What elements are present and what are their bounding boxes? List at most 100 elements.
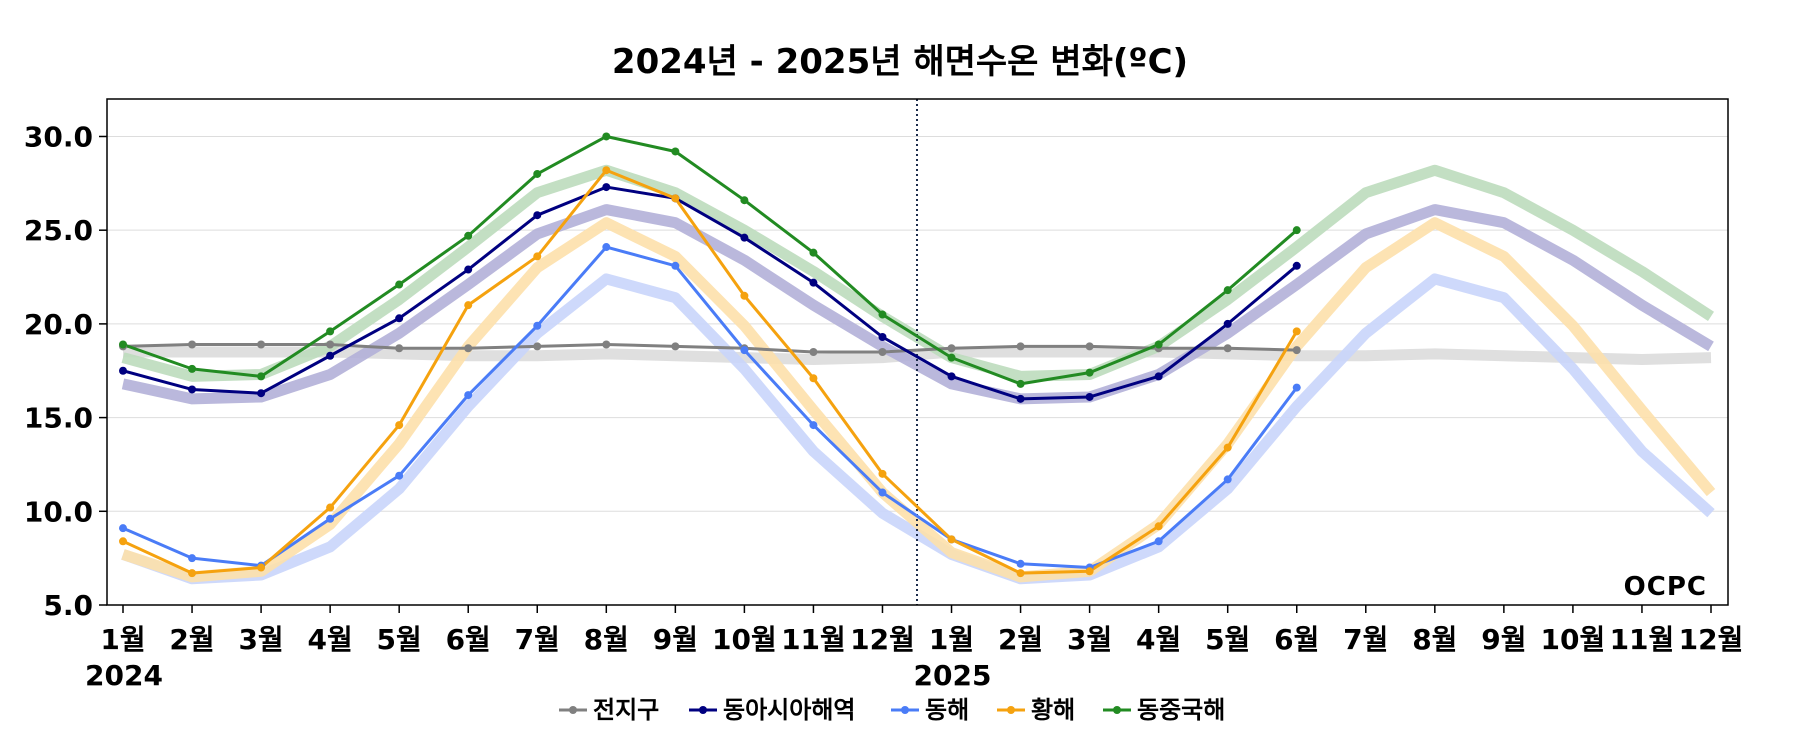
data-point <box>188 385 197 394</box>
data-point <box>947 344 956 353</box>
legend-entry: 황해 <box>1031 696 1075 724</box>
x-tick-label: 5월 <box>377 623 422 656</box>
data-point <box>326 514 335 523</box>
data-point <box>1154 537 1163 546</box>
data-point <box>395 314 404 323</box>
y-tick-label: 15.0 <box>24 402 93 435</box>
legend: 전지구 동아시아해역 동해 황해 동중국해 <box>559 696 1225 724</box>
data-point <box>1223 319 1232 328</box>
data-point <box>1154 522 1163 531</box>
x-tick-label: 2월 <box>169 623 214 656</box>
data-point <box>1292 346 1301 355</box>
legend-swatch-marker <box>699 706 707 714</box>
legend-swatch-marker <box>1007 706 1015 714</box>
data-point <box>1154 372 1163 381</box>
data-point <box>1016 394 1025 403</box>
data-point <box>1223 286 1232 295</box>
x-tick-label: 10월 <box>1541 623 1606 656</box>
ocpc-logo-text: OCPC <box>1624 572 1707 602</box>
data-point <box>809 278 818 287</box>
data-point <box>947 535 956 544</box>
data-point <box>1223 475 1232 484</box>
x-tick-label: 12월 <box>1679 623 1744 656</box>
data-point <box>1085 567 1094 576</box>
data-point <box>1016 379 1025 388</box>
data-point <box>1292 327 1301 336</box>
x-tick-label: 2월 <box>998 623 1043 656</box>
x-tick-label: 9월 <box>653 623 698 656</box>
data-point <box>878 310 887 319</box>
data-point <box>1085 342 1094 351</box>
data-point <box>671 194 680 203</box>
data-point <box>395 421 404 430</box>
year-label: 2025 <box>914 659 992 692</box>
series-line-0 <box>122 343 1297 354</box>
data-point <box>1016 569 1025 578</box>
x-tick-label: 11월 <box>1610 623 1675 656</box>
x-tick-label: 5월 <box>1205 623 1250 656</box>
y-tick-label: 25.0 <box>24 214 93 247</box>
data-point <box>188 340 197 349</box>
data-point <box>878 333 887 342</box>
data-point <box>326 503 335 512</box>
data-point <box>1292 261 1301 270</box>
legend-swatch-marker <box>901 706 909 714</box>
data-point <box>947 372 956 381</box>
data-point <box>464 231 473 240</box>
climatology-band-3 <box>121 217 1716 583</box>
data-point <box>395 471 404 480</box>
data-point <box>1292 226 1301 235</box>
legend-swatch-marker <box>1113 706 1121 714</box>
data-point <box>119 340 127 349</box>
y-axis: 5.0 10.0 15.0 20.0 25.0 30.0 <box>24 120 107 622</box>
series-line-3 <box>122 168 1299 575</box>
x-tick-label: 4월 <box>1136 623 1181 656</box>
data-point <box>809 348 818 356</box>
data-point <box>671 342 680 351</box>
plot-border <box>106 98 1729 606</box>
data-point <box>809 421 818 430</box>
data-point <box>809 248 818 257</box>
ocpc-logo: OCPC <box>1624 572 1707 602</box>
data-point <box>740 346 749 355</box>
data-point <box>740 196 749 205</box>
data-point <box>1223 443 1232 452</box>
x-tick-label: 9월 <box>1481 623 1526 656</box>
data-point <box>1016 559 1025 568</box>
series-points <box>119 132 1301 578</box>
data-point <box>602 166 611 175</box>
x-tick-label: 3월 <box>238 623 283 656</box>
data-point <box>671 261 680 270</box>
x-tick-label: 11월 <box>781 623 846 656</box>
data-point <box>464 301 473 310</box>
legend-entry: 동중국해 <box>1137 696 1225 724</box>
data-point <box>533 211 542 220</box>
data-point <box>671 147 680 156</box>
x-tick-label: 8월 <box>1412 623 1457 656</box>
x-tick-label: 12월 <box>850 623 915 656</box>
y-tick-label: 30.0 <box>24 120 93 153</box>
data-point <box>602 243 611 252</box>
year-label: 2024 <box>85 659 163 692</box>
data-point <box>1154 340 1163 349</box>
data-point <box>533 321 542 330</box>
data-point <box>326 351 335 360</box>
data-point <box>188 364 197 373</box>
x-tick-label: 1월 <box>100 623 145 656</box>
data-point <box>740 291 749 300</box>
data-point <box>533 342 542 351</box>
data-point <box>119 537 127 546</box>
series-line-4 <box>122 134 1298 386</box>
plot-frame <box>106 98 1729 606</box>
data-point <box>326 327 335 336</box>
data-point <box>119 524 127 533</box>
data-point <box>257 563 266 572</box>
data-point <box>464 344 473 353</box>
data-point <box>602 183 611 192</box>
data-point <box>257 389 266 398</box>
data-point <box>395 280 404 289</box>
data-point <box>395 344 404 353</box>
data-point <box>740 233 749 242</box>
data-point <box>188 569 197 578</box>
